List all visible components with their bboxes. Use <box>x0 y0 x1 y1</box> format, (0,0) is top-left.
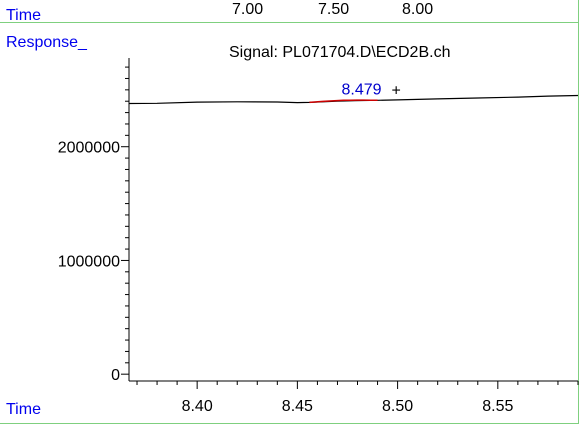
y-tick-label: 0 <box>111 367 120 384</box>
x-tick-label: 8.45 <box>282 398 313 415</box>
overview-tick-3: 8.00 <box>402 1 434 18</box>
x-axis-title: Time <box>6 401 41 418</box>
x-tick-label: 8.40 <box>182 398 213 415</box>
peak-highlight <box>309 99 378 104</box>
signal-title: Signal: PL071704.D\ECD2B.ch <box>229 44 451 61</box>
peak-marker: + <box>392 83 401 100</box>
x-tick-label: 8.55 <box>482 398 513 415</box>
overview-time-label: Time <box>6 7 41 24</box>
x-tick-label: 8.50 <box>382 398 413 415</box>
overview-tick-2: 7.50 <box>318 1 350 18</box>
peak-label: 8.479 <box>342 82 382 99</box>
y-tick-label: 2000000 <box>58 140 120 157</box>
overview-tick-1: 7.00 <box>232 1 264 18</box>
y-tick-label: 1000000 <box>58 253 120 270</box>
y-axis-title: Response_ <box>6 34 87 51</box>
overview-separator <box>0 22 579 23</box>
